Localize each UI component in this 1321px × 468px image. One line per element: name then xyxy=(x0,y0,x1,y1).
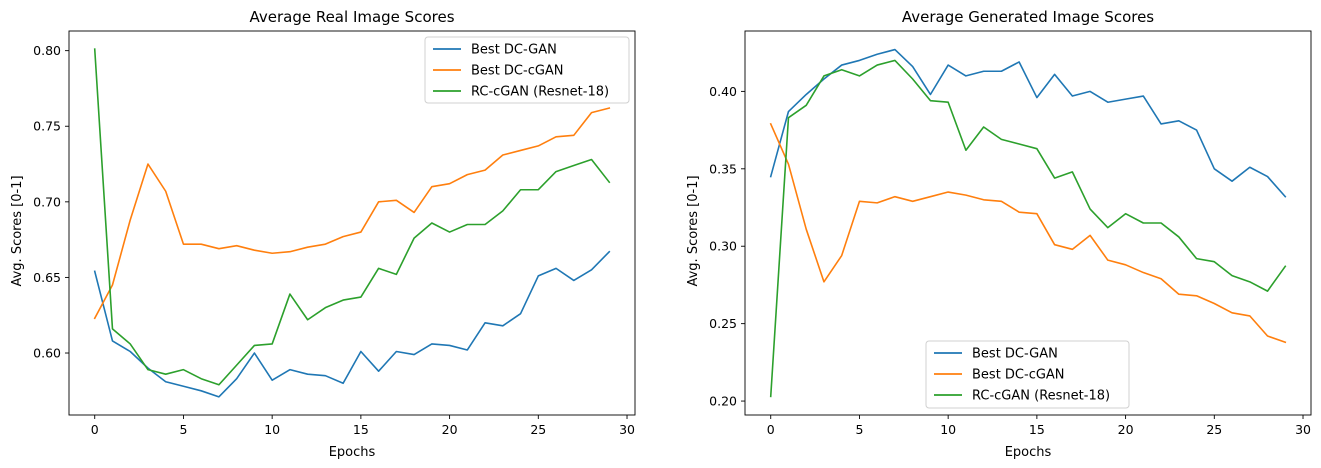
series-line-1 xyxy=(769,48,1287,198)
y-tick-label: 0.40 xyxy=(709,84,737,99)
x-tick-label: 5 xyxy=(179,422,187,437)
legend-entry: Best DC-cGAN xyxy=(471,64,564,79)
y-axis-label: Avg. Scores [0-1] xyxy=(10,175,25,286)
x-tick-label: 10 xyxy=(264,422,280,437)
x-tick-label: 25 xyxy=(530,422,546,437)
legend-entry: Best DC-GAN xyxy=(972,347,1058,362)
series-line-2 xyxy=(93,107,611,320)
y-tick-label: 0.75 xyxy=(33,119,61,134)
x-tick-label: 5 xyxy=(855,422,863,437)
legend-entry: Best DC-cGAN xyxy=(972,368,1065,383)
series-line-2 xyxy=(769,122,1287,344)
x-tick-label: 10 xyxy=(940,422,956,437)
y-tick-label: 0.25 xyxy=(709,316,737,331)
plot-area: 0 5 10 15 20 25 30 0.60 0.65 0.70 0.75 0.80 xyxy=(33,30,636,437)
x-tick-label: 20 xyxy=(1118,422,1134,437)
series-line-1 xyxy=(93,250,611,398)
x-tick-label: 15 xyxy=(1029,422,1045,437)
generated-scores-chart: Average Generated Image Scores Epochs Av… xyxy=(686,8,1312,460)
axes-frame xyxy=(68,30,636,416)
legend-entry: RC-cGAN (Resnet-18) xyxy=(972,389,1110,404)
y-tick-label: 0.30 xyxy=(709,239,737,254)
axes-frame xyxy=(744,30,1312,416)
y-axis-label: Avg. Scores [0-1] xyxy=(686,175,701,286)
y-tick-label: 0.20 xyxy=(709,394,737,409)
legend-box xyxy=(424,36,630,104)
x-axis-label: Epochs xyxy=(1005,445,1052,460)
legend: Best DC-GAN Best DC-cGAN RC-cGAN (Resnet-1… xyxy=(424,36,630,104)
series-line-3 xyxy=(93,48,611,386)
x-axis-label: Epochs xyxy=(329,445,376,460)
x-tick-label: 15 xyxy=(353,422,369,437)
real-scores-chart: Average Real Image Scores Epochs Avg. Sc… xyxy=(10,8,636,460)
y-tick-label: 0.35 xyxy=(709,161,737,176)
x-tick-label: 0 xyxy=(91,422,99,437)
legend: Best DC-GAN Best DC-cGAN RC-cGAN (Resnet-1… xyxy=(925,340,1130,409)
legend-box xyxy=(925,340,1130,409)
legend-entry: Best DC-GAN xyxy=(471,43,557,58)
x-tick-label: 30 xyxy=(619,422,635,437)
y-tick-label: 0.80 xyxy=(33,43,61,58)
x-tick-label: 20 xyxy=(442,422,458,437)
y-tick-label: 0.65 xyxy=(33,270,61,285)
x-tick-label: 0 xyxy=(767,422,775,437)
legend-entry: RC-cGAN (Resnet-18) xyxy=(471,85,609,100)
x-tick-label: 25 xyxy=(1206,422,1222,437)
plot-area: 0 5 10 15 20 25 30 0.20 0.25 0.30 0.35 0.40 xyxy=(709,30,1312,437)
chart-title: Average Real Image Scores xyxy=(249,8,454,26)
y-tick-label: 0.60 xyxy=(33,346,61,361)
y-tick-label: 0.70 xyxy=(33,194,61,209)
series-line-3 xyxy=(769,59,1287,398)
chart-title: Average Generated Image Scores xyxy=(902,8,1154,26)
x-tick-label: 30 xyxy=(1295,422,1311,437)
